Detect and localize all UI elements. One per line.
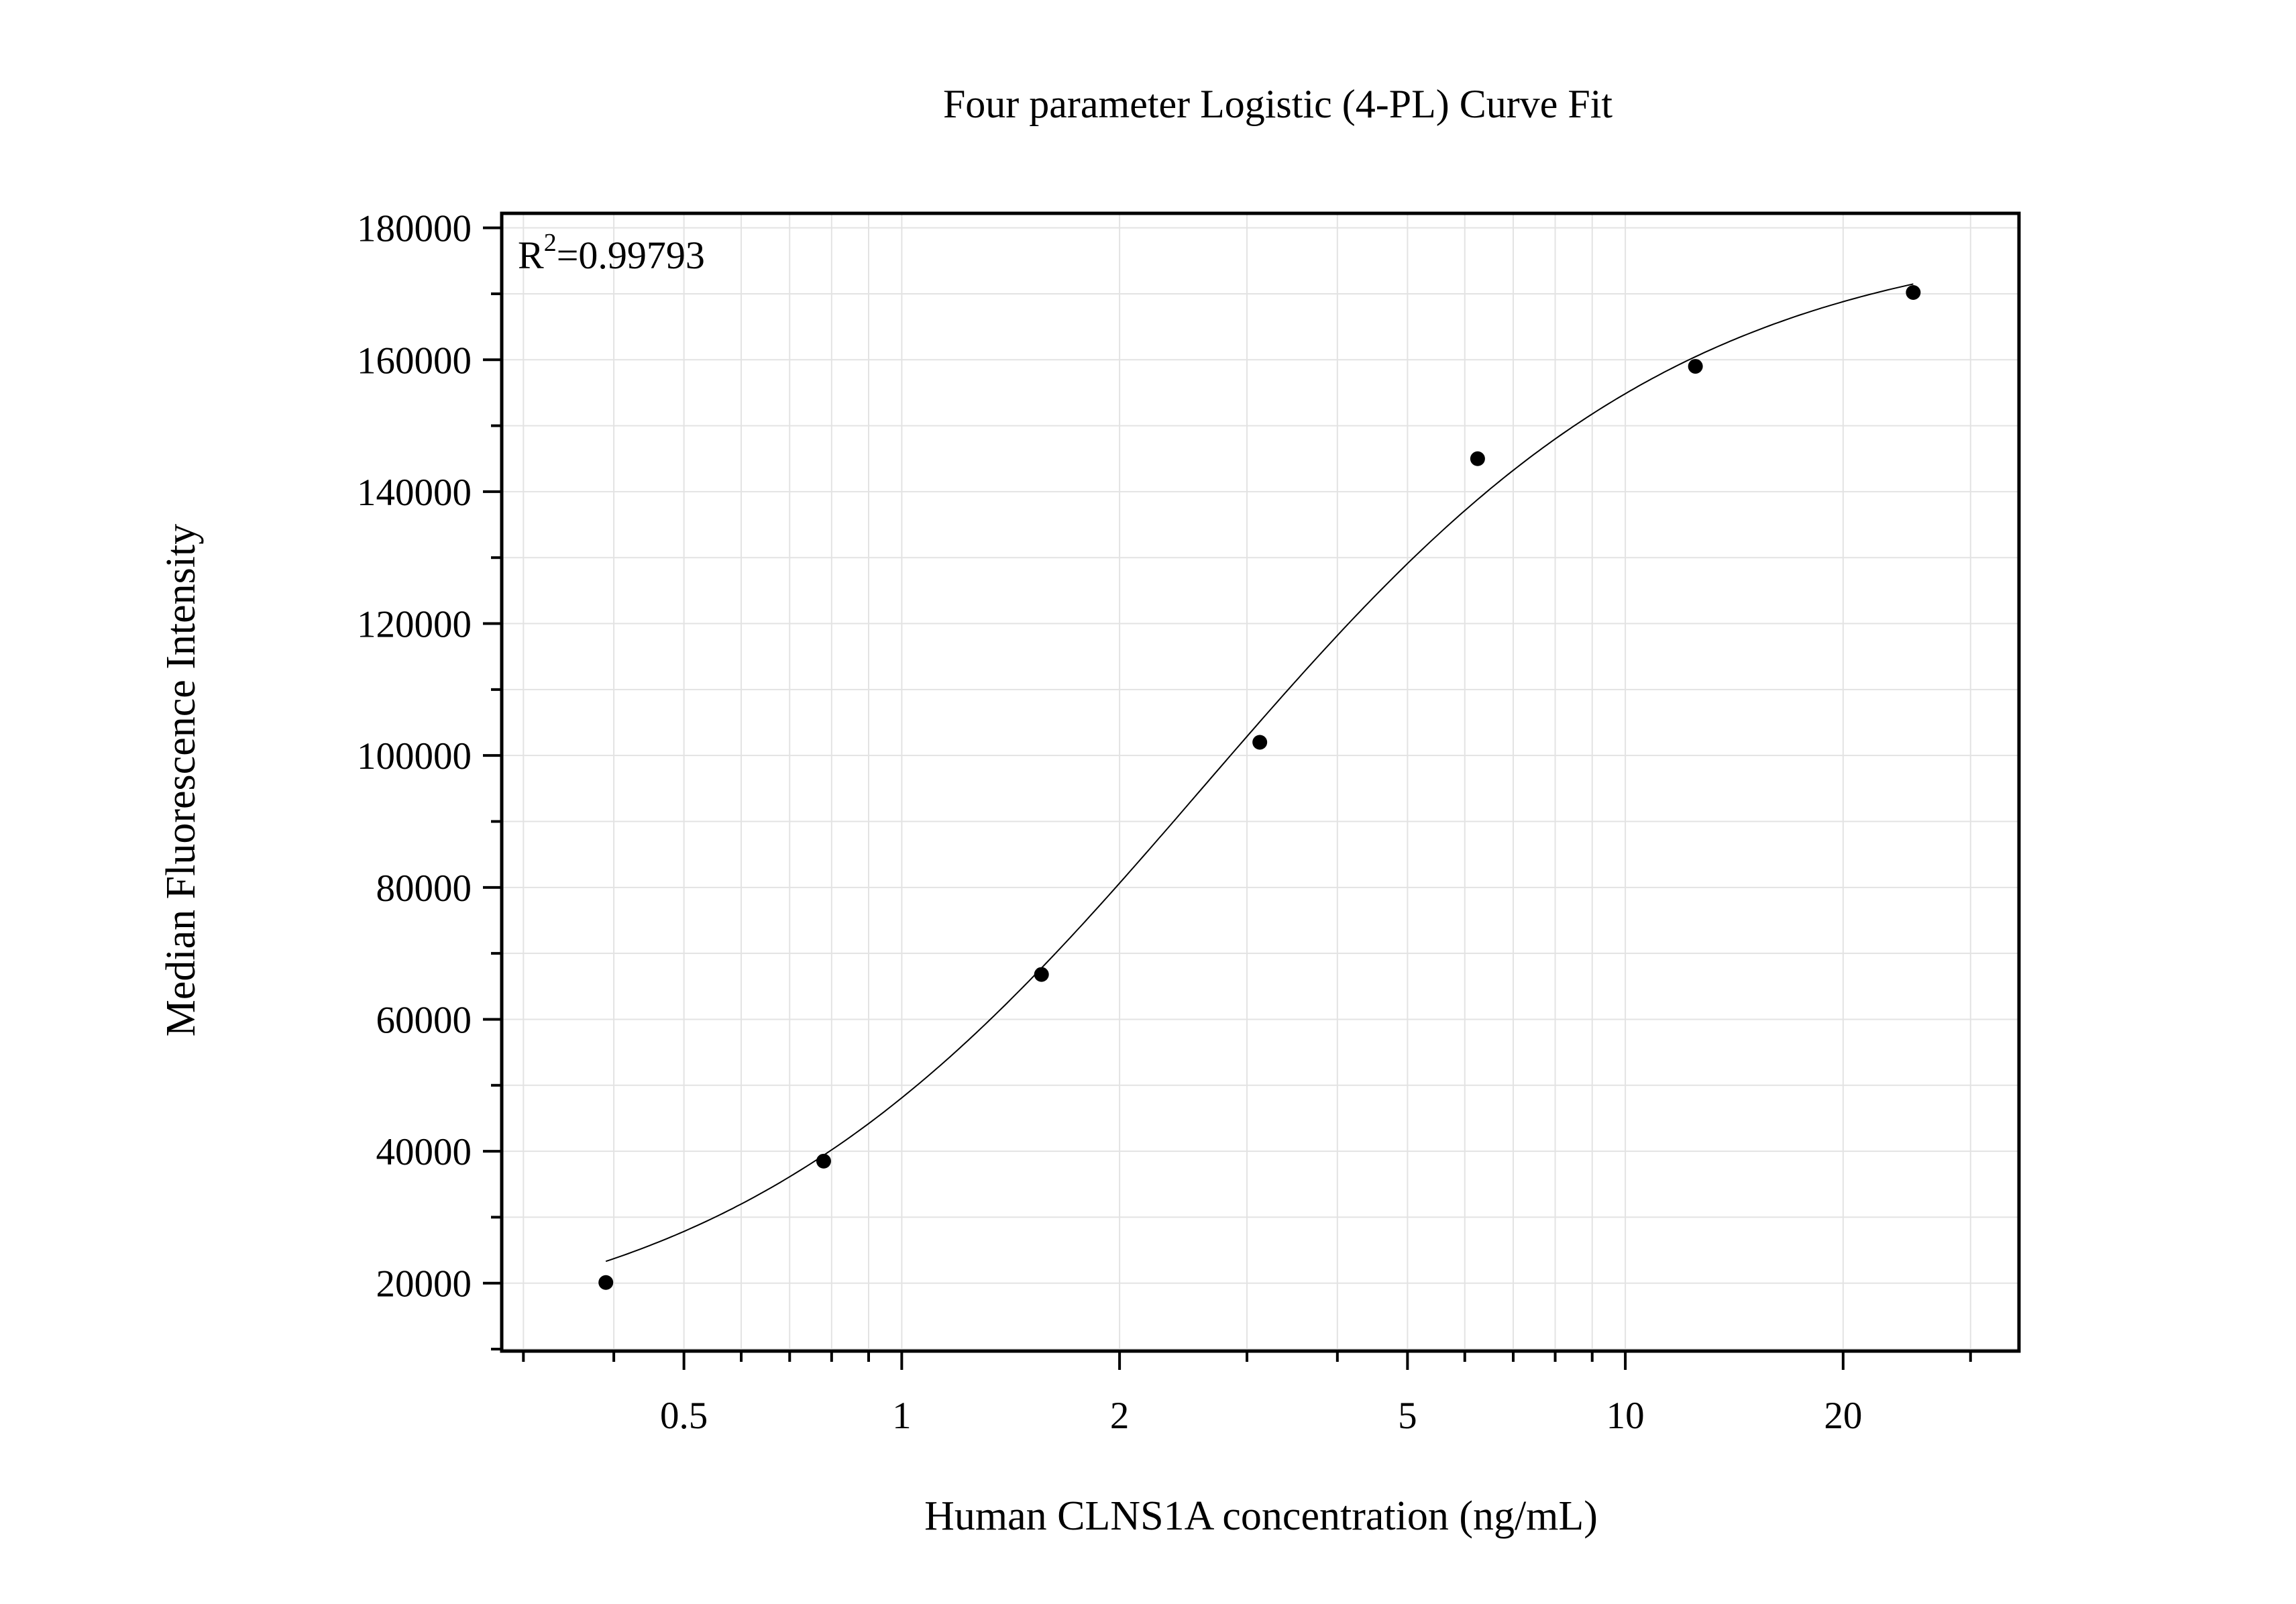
y-tick-label: 60000 [376, 999, 472, 1041]
data-point [1252, 735, 1268, 750]
grid [502, 213, 2019, 1351]
y-tick-label: 160000 [357, 339, 472, 382]
chart-title: Four parameter Logistic (4-PL) Curve Fit [943, 82, 1612, 126]
x-tick-label: 1 [892, 1395, 912, 1437]
x-tick-label: 2 [1110, 1395, 1130, 1437]
data-point [1470, 451, 1485, 466]
data-point [1034, 967, 1049, 982]
x-tick-label: 10 [1606, 1395, 1645, 1437]
data-point [598, 1275, 614, 1290]
y-tick-label: 120000 [357, 604, 472, 646]
y-tick-label: 20000 [376, 1263, 472, 1305]
data-points [598, 284, 1921, 1290]
y-tick-label: 180000 [357, 208, 472, 250]
y-axis-label: Median Fluorescence Intensity [158, 524, 204, 1036]
x-tick-label: 5 [1398, 1395, 1417, 1437]
fit-curve [605, 283, 1914, 1263]
plot-frame [500, 211, 2021, 1353]
axis-ticks: 0.5 1 2 5 10 20 20000 40000 60000 80000 100000 1200… [357, 208, 1972, 1437]
y-tick-label: 80000 [376, 867, 472, 910]
data-point [1688, 359, 1703, 374]
x-tick-label: 20 [1824, 1395, 1862, 1437]
x-tick-label: 0.5 [660, 1395, 708, 1437]
r-squared-annotation: R2=0.99793 [518, 229, 705, 277]
data-point [816, 1153, 831, 1169]
y-tick-label: 140000 [357, 472, 472, 514]
x-axis-label: Human CLNS1A concentration (ng/mL) [924, 1493, 1598, 1539]
y-tick-label: 40000 [376, 1131, 472, 1173]
y-tick-label: 100000 [357, 735, 472, 778]
data-point [1906, 284, 1921, 300]
